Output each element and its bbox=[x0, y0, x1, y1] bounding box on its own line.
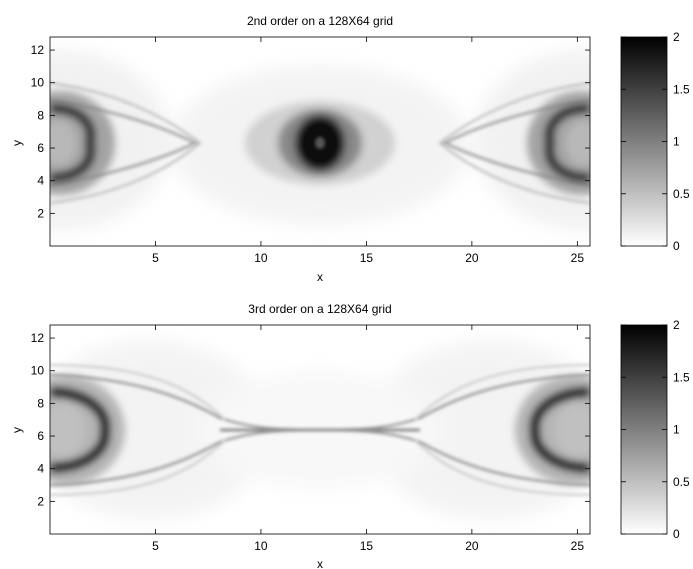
panel-3rd-order: 3rd order on a 128X64 grid bbox=[10, 302, 690, 569]
colorbar-tick-label-2nd-order: 1 bbox=[673, 135, 680, 149]
colorbar-tick-label-2nd-order: 0.5 bbox=[673, 187, 690, 201]
plot-frame-2nd-order bbox=[49, 36, 591, 247]
x-tick-label-3rd-order: 5 bbox=[152, 539, 159, 553]
colorbar-2nd-order bbox=[620, 36, 668, 247]
y-tick-label-3rd-order: 6 bbox=[37, 429, 44, 443]
colorbar-tick-label-2nd-order: 2 bbox=[673, 30, 680, 44]
panel-2nd-order: 2nd order on a 128X64 grid bbox=[10, 14, 690, 284]
y-axis-label-2nd-order: y bbox=[10, 140, 24, 146]
colorbar-ticks-3rd-order: 0 0.5 1 1.5 2 bbox=[621, 318, 690, 541]
heatmap-field-3rd-order bbox=[50, 325, 590, 534]
colorbar-tick-label-2nd-order: 1.5 bbox=[673, 82, 690, 96]
y-tick-label-3rd-order: 10 bbox=[31, 364, 45, 378]
axes-3rd-order: 5 10 15 20 25 2 4 6 8 10 12 bbox=[31, 325, 590, 553]
colorbar-tick-label-3rd-order: 1.5 bbox=[673, 370, 690, 384]
y-tick-label-2nd-order: 2 bbox=[37, 206, 44, 220]
chart-title-2nd-order: 2nd order on a 128X64 grid bbox=[247, 14, 393, 28]
x-tick-label-2nd-order: 25 bbox=[571, 251, 585, 265]
x-tick-label-3rd-order: 20 bbox=[465, 539, 479, 553]
colorbar-ticks-2nd-order: 0 0.5 1 1.5 2 bbox=[621, 30, 690, 253]
y-tick-label-2nd-order: 6 bbox=[37, 141, 44, 155]
colorbar-tick-label-3rd-order: 0 bbox=[673, 527, 680, 541]
colorbar-3rd-order bbox=[620, 324, 668, 535]
x-tick-label-2nd-order: 15 bbox=[360, 251, 374, 265]
x-axis-label-3rd-order: x bbox=[317, 557, 323, 569]
colorbar-tick-label-3rd-order: 1 bbox=[673, 423, 680, 437]
x-axis-label-2nd-order: x bbox=[317, 270, 323, 284]
y-tick-label-3rd-order: 12 bbox=[31, 331, 45, 345]
x-tick-label-3rd-order: 25 bbox=[571, 539, 585, 553]
y-axis-label-3rd-order: y bbox=[10, 427, 24, 433]
y-tick-label-2nd-order: 4 bbox=[37, 174, 44, 188]
x-tick-label-3rd-order: 10 bbox=[254, 539, 268, 553]
colorbar-tick-label-3rd-order: 0.5 bbox=[673, 475, 690, 489]
y-tick-label-3rd-order: 2 bbox=[37, 494, 44, 508]
heatmap-field-2nd-order bbox=[50, 37, 590, 246]
x-tick-label-2nd-order: 20 bbox=[465, 251, 479, 265]
x-tick-label-3rd-order: 15 bbox=[360, 539, 374, 553]
axes-2nd-order: 5 10 15 20 25 2 4 6 8 10 12 bbox=[31, 37, 590, 265]
x-tick-label-2nd-order: 10 bbox=[254, 251, 268, 265]
y-tick-label-3rd-order: 4 bbox=[37, 462, 44, 476]
colorbar-tick-label-3rd-order: 2 bbox=[673, 318, 680, 332]
colorbar-tick-label-2nd-order: 0 bbox=[673, 239, 680, 253]
plot-frame-3rd-order bbox=[49, 324, 591, 535]
y-tick-label-3rd-order: 8 bbox=[37, 396, 44, 410]
y-tick-label-2nd-order: 10 bbox=[31, 76, 45, 90]
chart-title-3rd-order: 3rd order on a 128X64 grid bbox=[248, 302, 391, 316]
y-tick-label-2nd-order: 8 bbox=[37, 108, 44, 122]
x-tick-label-2nd-order: 5 bbox=[152, 251, 159, 265]
y-tick-label-2nd-order: 12 bbox=[31, 43, 45, 57]
